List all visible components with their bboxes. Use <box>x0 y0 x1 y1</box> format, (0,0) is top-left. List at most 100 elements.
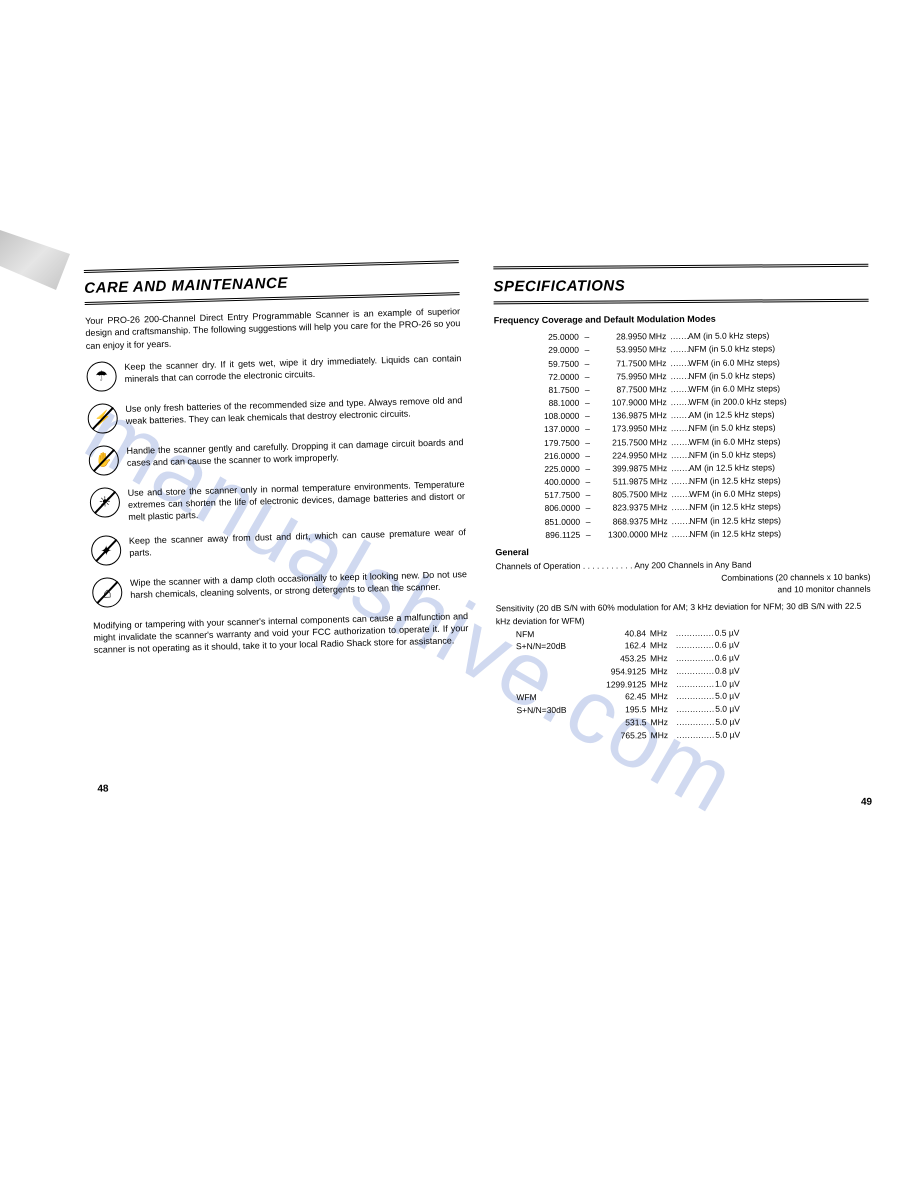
tip-row: ⌂Wipe the scanner with a damp cloth occa… <box>92 568 468 608</box>
freq-from: 25.0000 <box>524 331 579 345</box>
freq-dash: – <box>580 463 596 476</box>
freq-to: 868.9375 <box>596 515 648 529</box>
sens-dots <box>676 665 713 678</box>
left-page: CARE AND MAINTENANCE Your PRO-26 200-Cha… <box>84 260 471 746</box>
sens-freq: 954.9125 <box>586 665 646 678</box>
freq-mode: NFM (in 12.5 kHz steps) <box>689 501 781 515</box>
freq-dots <box>672 515 690 528</box>
freq-from: 137.0000 <box>524 423 579 437</box>
freq-mode: WFM (in 6.0 MHz steps) <box>688 356 780 370</box>
sensitivity-table: NFM40.84MHz0.5 µVS+N/N=20dB162.4MHz0.6 µ… <box>496 625 872 742</box>
sens-label: S+N/N=20dB <box>496 640 586 653</box>
freq-from: 896.1125 <box>525 528 580 542</box>
sens-value: 1.0 µV <box>713 677 740 690</box>
freq-dots <box>671 462 689 475</box>
freq-dots <box>671 370 689 383</box>
tip-icon: ☀ <box>90 487 121 518</box>
sens-value: 0.8 µV <box>713 664 740 677</box>
page-spread: CARE AND MAINTENANCE Your PRO-26 200-Cha… <box>90 265 870 741</box>
freq-dash: – <box>579 331 595 344</box>
freq-from: 400.0000 <box>525 476 580 490</box>
freq-from: 851.0000 <box>525 515 580 529</box>
freq-mode: NFM (in 12.5 kHz steps) <box>689 514 781 528</box>
right-page-number: 49 <box>861 795 872 811</box>
freq-dots <box>671 422 689 435</box>
tip-row: ✦Keep the scanner away from dust and dir… <box>91 526 467 566</box>
freq-unit: MHz <box>648 475 672 488</box>
sens-label <box>496 678 586 691</box>
right-title: SPECIFICATIONS <box>493 273 868 299</box>
sens-unit: MHz <box>646 639 676 652</box>
freq-dash: – <box>580 476 596 489</box>
sens-value: 5.0 µV <box>713 715 740 728</box>
sens-value: 5.0 µV <box>713 728 740 741</box>
freq-from: 179.7500 <box>525 436 580 450</box>
sens-freq: 62.45 <box>586 691 646 704</box>
freq-unit: MHz <box>648 501 672 514</box>
freq-dash: – <box>579 344 595 357</box>
sens-dots <box>676 639 713 652</box>
sens-unit: MHz <box>646 716 676 729</box>
sens-unit: MHz <box>646 703 676 716</box>
freq-to: 71.7500 <box>595 357 647 371</box>
freq-to: 215.7500 <box>596 436 648 450</box>
freq-to: 107.9000 <box>595 396 647 410</box>
freq-mode: NFM (in 12.5 kHz steps) <box>689 474 781 488</box>
tip-text: Wipe the scanner with a damp cloth occas… <box>130 568 468 601</box>
freq-mode: AM (in 12.5 kHz steps) <box>689 409 775 423</box>
sens-freq: 531.5 <box>586 716 646 729</box>
freq-to: 823.9375 <box>596 502 648 516</box>
freq-from: 59.7500 <box>524 357 579 371</box>
sens-unit: MHz <box>646 678 676 691</box>
tip-row: ☀Use and store the scanner only in norma… <box>90 478 466 524</box>
freq-from: 81.7500 <box>524 384 579 398</box>
channels-line: and 10 monitor channels <box>496 583 871 598</box>
tip-text: Use and store the scanner only in normal… <box>128 478 466 523</box>
tip-icon: ✦ <box>91 535 122 566</box>
sensitivity-row: 765.25MHz 5.0 µV <box>497 727 872 742</box>
sens-dots <box>676 690 713 703</box>
freq-to: 53.9950 <box>595 344 647 358</box>
freq-to: 75.9950 <box>595 370 647 384</box>
freq-mode: NFM (in 5.0 kHz steps) <box>688 343 775 357</box>
sens-dots <box>676 677 713 690</box>
frequency-row: 896.1125–1300.0000 MHz NFM (in 12.5 kHz … <box>495 526 870 542</box>
freq-from: 225.0000 <box>525 463 580 477</box>
sens-freq: 453.25 <box>586 652 646 665</box>
freq-dots <box>672 528 690 541</box>
freq-dots <box>670 356 688 369</box>
tip-text: Use only fresh batteries of the recommen… <box>125 394 463 427</box>
freq-dots <box>671 501 689 514</box>
freq-coverage-heading: Frequency Coverage and Default Modulatio… <box>494 312 869 329</box>
sens-unit: MHz <box>647 729 677 742</box>
freq-unit: MHz <box>647 409 671 422</box>
freq-from: 517.7500 <box>525 489 580 503</box>
freq-unit: MHz <box>648 449 672 462</box>
freq-dots <box>671 409 689 422</box>
freq-mode: WFM (in 6.0 MHz steps) <box>689 488 781 502</box>
sens-value: 0.5 µV <box>713 626 740 639</box>
tip-text: Keep the scanner away from dust and dirt… <box>129 526 467 559</box>
freq-unit: MHz <box>647 383 671 396</box>
freq-to: 805.7500 <box>596 488 648 502</box>
title-rule-top <box>493 264 868 270</box>
sens-value: 0.6 µV <box>713 652 740 665</box>
freq-dash: – <box>580 528 596 541</box>
freq-to: 224.9950 <box>596 449 648 463</box>
freq-dash: – <box>579 397 595 410</box>
freq-dash: – <box>579 370 595 383</box>
right-page: SPECIFICATIONS Frequency Coverage and De… <box>493 264 871 743</box>
tips-list: ☂Keep the scanner dry. If it gets wet, w… <box>86 352 467 608</box>
sens-freq: 195.5 <box>586 703 646 716</box>
sens-freq: 765.25 <box>587 729 647 742</box>
sensitivity-heading: Sensitivity (20 dB S/N with 60% modulati… <box>496 600 871 628</box>
freq-mode: WFM (in 200.0 kHz steps) <box>688 395 786 409</box>
freq-unit: MHz <box>647 370 671 383</box>
freq-dash: – <box>579 423 595 436</box>
freq-dash: – <box>579 357 595 370</box>
left-page-number: 48 <box>97 782 108 796</box>
tip-icon: ☂ <box>86 361 117 392</box>
freq-unit: MHz <box>647 357 671 370</box>
freq-unit: MHz <box>648 436 672 449</box>
sens-label: WFM <box>496 691 586 704</box>
